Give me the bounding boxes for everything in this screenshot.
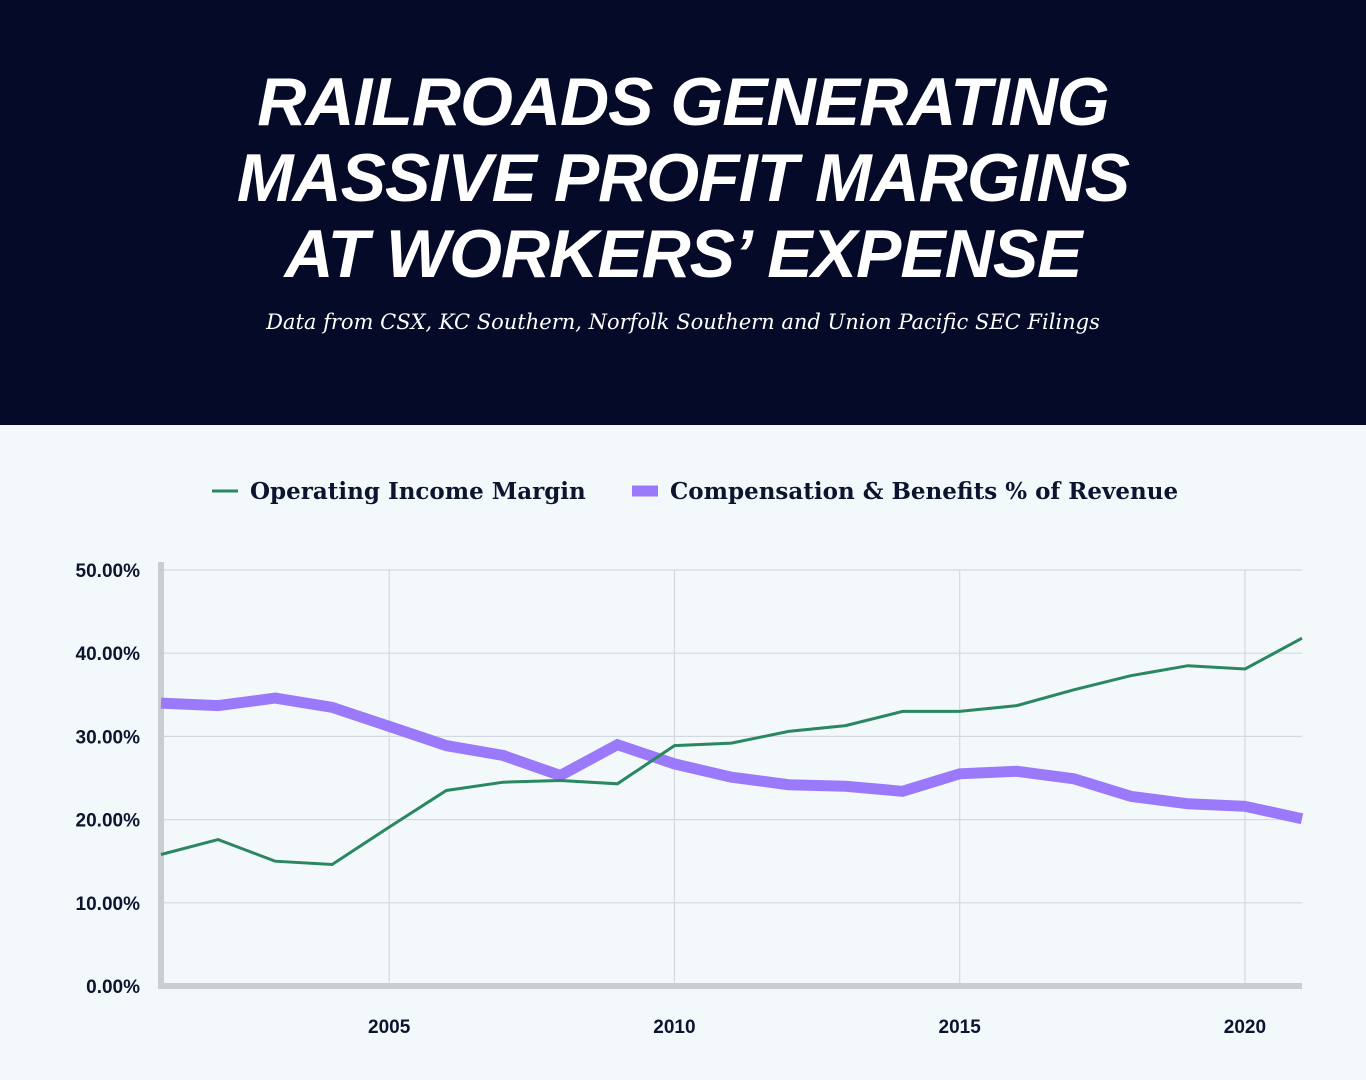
title-line-3: AT WORKERS’ EXPENSE <box>284 216 1082 292</box>
chart-title: RAILROADS GENERATING MASSIVE PROFIT MARG… <box>0 64 1366 292</box>
chart-grid <box>161 569 1302 986</box>
legend-label: Compensation & Benefits % of Revenue <box>670 478 1178 505</box>
legend-label: Operating Income Margin <box>250 478 586 505</box>
x-tick-label: 2015 <box>939 1017 982 1038</box>
chart-subtitle: Data from CSX, KC Southern, Norfolk Sout… <box>266 310 1100 334</box>
series-line-operating-income-margin <box>160 636 1303 867</box>
y-tick-label: 0.00% <box>86 977 140 998</box>
y-tick-label: 30.00% <box>76 727 141 748</box>
chart-legend: Operating Income Margin Compensation & Be… <box>212 478 1178 505</box>
chart-series <box>160 636 1304 867</box>
x-tick-label: 2020 <box>1224 1017 1266 1038</box>
y-tick-label: 20.00% <box>76 811 141 832</box>
x-tick-label: 2005 <box>368 1017 411 1038</box>
y-tick-label: 50.00% <box>76 561 141 582</box>
y-tick-label: 40.00% <box>76 644 141 665</box>
header-banner: RAILROADS GENERATING MASSIVE PROFIT MARG… <box>0 0 1366 425</box>
y-tick-label: 10.00% <box>76 894 141 915</box>
line-chart: Operating Income Margin Compensation & Be… <box>76 478 1304 1038</box>
chart-axes: 0.00% 10.00% 20.00% 30.00% 40.00% 50.00% 2005 2… <box>76 561 1302 1038</box>
title-line-2: MASSIVE PROFIT MARGINS <box>236 140 1130 216</box>
series-line-compensation-benefits <box>160 692 1304 825</box>
title-line-1: RAILROADS GENERATING <box>257 64 1109 140</box>
x-tick-label: 2010 <box>653 1017 695 1038</box>
